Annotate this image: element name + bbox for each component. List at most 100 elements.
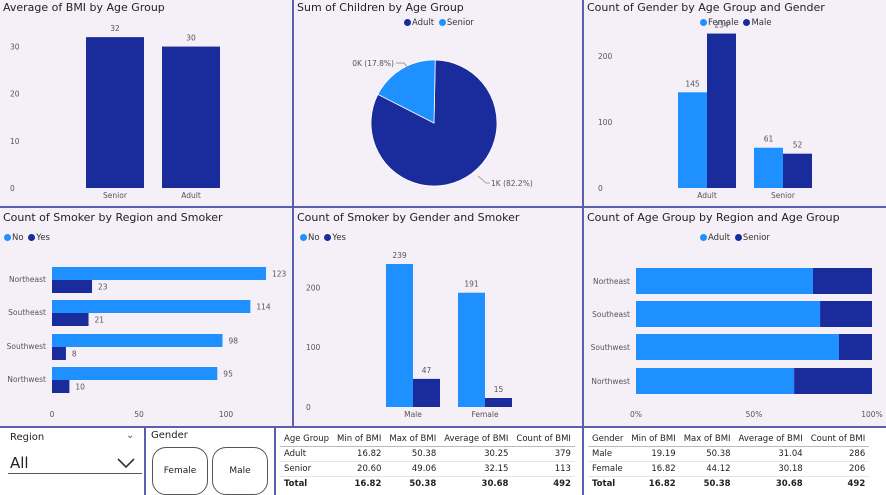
y-tick-label: 100	[306, 343, 321, 352]
bar-northeast-no	[52, 267, 267, 280]
panel-title: Count of Age Group by Region and Age Gro…	[587, 211, 840, 224]
bar-northwest-yes	[52, 380, 70, 393]
cell: 30.25	[440, 446, 513, 462]
bar-adult-male	[707, 33, 736, 189]
x-tick-label: 0%	[630, 410, 642, 419]
col-header[interactable]: Count of BMI	[806, 432, 870, 447]
bar-northwest-senior	[794, 368, 872, 394]
bar-female-no	[458, 292, 485, 407]
age-group-table-grid: Age Group Min of BMI Max of BMI Average …	[280, 432, 575, 491]
table-row[interactable]: Male 19.19 50.38 31.04 286	[588, 446, 870, 462]
x-tick-label: Senior	[103, 191, 128, 200]
collapse-chevron-icon[interactable]: ⌄	[126, 430, 135, 441]
region-dropdown[interactable]: All	[8, 448, 142, 474]
gender-button-female[interactable]: Female	[152, 447, 208, 495]
leader-line	[477, 175, 490, 184]
col-header[interactable]: Count of BMI	[512, 432, 575, 447]
col-header[interactable]: Average of BMI	[734, 432, 807, 447]
cell: 206	[806, 461, 870, 477]
legend-adult: Adult	[412, 18, 435, 28]
col-header[interactable]: Average of BMI	[440, 432, 513, 447]
gender-by-age-chart: 0 100 200 145 234 Adult 61 52 Senior	[598, 21, 812, 200]
y-tick-label: 0	[306, 403, 311, 412]
y-tick-label: 30	[10, 43, 20, 52]
smoker-by-gender-chart: 0 100 200 239 47 Male 191 15 Female	[306, 251, 512, 419]
gender-table: Gender Min of BMI Max of BMI Average of …	[582, 426, 886, 495]
legend: Female Male	[700, 18, 772, 28]
y-tick-label: Southeast	[8, 308, 46, 317]
cell: 16.82	[627, 461, 680, 477]
bar-southwest-senior	[838, 334, 872, 360]
legend-dot-senior	[438, 19, 446, 26]
y-tick-label: Northeast	[9, 275, 46, 284]
x-tick-label: Senior	[771, 191, 796, 200]
y-tick-label: Southwest	[591, 343, 630, 352]
panel-title: Sum of Children by Age Group	[297, 1, 464, 14]
bar-southwest-adult	[636, 334, 839, 360]
bar-northeast-yes	[52, 280, 93, 293]
data-label: 23	[98, 283, 108, 292]
chevron-down-icon	[117, 458, 135, 469]
bar-senior-female	[754, 147, 783, 188]
cell: 50.38	[385, 446, 441, 462]
col-header[interactable]: Age Group	[280, 432, 334, 447]
cell: 32.15	[440, 461, 513, 477]
bmi-by-age-chart: 0 10 20 30 32 Senior 30 Adult	[10, 24, 220, 200]
col-header[interactable]: Max of BMI	[385, 432, 441, 447]
legend-dot-male	[743, 19, 751, 26]
cell: 30.18	[734, 461, 807, 477]
legend: Adult Senior	[404, 18, 474, 28]
data-label: 32	[110, 24, 120, 33]
col-header[interactable]: Min of BMI	[627, 432, 680, 447]
y-tick-label: 200	[306, 283, 321, 292]
gender-slicer: Gender Female Male	[144, 426, 276, 495]
data-label: 98	[229, 337, 239, 346]
data-label: 61	[764, 135, 774, 144]
smoker-by-region-panel: Count of Smoker by Region and Smoker No …	[0, 206, 294, 428]
legend-senior: Senior	[446, 18, 474, 28]
data-label: 30	[186, 34, 196, 43]
cell: Male	[588, 446, 628, 462]
bar-adult	[162, 46, 220, 189]
cell: 492	[806, 476, 870, 491]
bar-southeast-senior	[820, 301, 872, 327]
region-dropdown-value: All	[10, 454, 29, 472]
cell: 50.38	[679, 446, 735, 462]
legend-senior: Senior	[742, 233, 770, 243]
legend-yes: Yes	[332, 233, 346, 243]
cell: 30.68	[734, 476, 807, 491]
bar-southwest-yes	[52, 347, 66, 360]
y-tick-label: Northwest	[7, 375, 46, 384]
data-label: 114	[256, 303, 271, 312]
legend-female: Female	[708, 18, 739, 28]
cell: 19.19	[627, 446, 680, 462]
panel-title: Average of BMI by Age Group	[3, 1, 165, 14]
table-row[interactable]: Female 16.82 44.12 30.18 206	[588, 461, 870, 477]
col-header[interactable]: Max of BMI	[679, 432, 735, 447]
col-header[interactable]: Min of BMI	[333, 432, 386, 447]
col-header[interactable]: Gender	[588, 432, 628, 447]
table-row[interactable]: Adult 16.82 50.38 30.25 379	[280, 446, 575, 462]
bar-senior-male	[783, 153, 812, 188]
total-row: Total 16.82 50.38 30.68 492	[280, 476, 575, 491]
cell: Female	[588, 461, 628, 477]
cell: 16.82	[333, 446, 386, 462]
panel-title: Count of Gender by Age Group and Gender	[587, 1, 825, 14]
y-tick-label: 0	[598, 184, 603, 193]
table-row[interactable]: Senior 20.60 49.06 32.15 113	[280, 461, 575, 477]
legend-male: Male	[751, 18, 772, 28]
gender-button-male[interactable]: Male	[212, 447, 268, 495]
age-by-region-panel: Count of Age Group by Region and Age Gro…	[582, 206, 886, 428]
legend-dot-yes	[28, 234, 36, 241]
data-label: 145	[685, 79, 700, 88]
cell: 49.06	[385, 461, 441, 477]
legend-no: No	[12, 233, 24, 243]
y-tick-label: Northeast	[593, 277, 630, 286]
x-tick-label: 100%	[861, 410, 882, 419]
legend-dot-female	[700, 19, 707, 26]
age-by-region-chart: Northeast Southeast Southwest Northwest 0% 50…	[591, 268, 883, 419]
total-row: Total 16.82 50.38 30.68 492	[588, 476, 870, 491]
data-label: 239	[392, 251, 407, 260]
bar-northwest-adult	[636, 368, 795, 394]
x-tick-label: Adult	[181, 191, 201, 200]
